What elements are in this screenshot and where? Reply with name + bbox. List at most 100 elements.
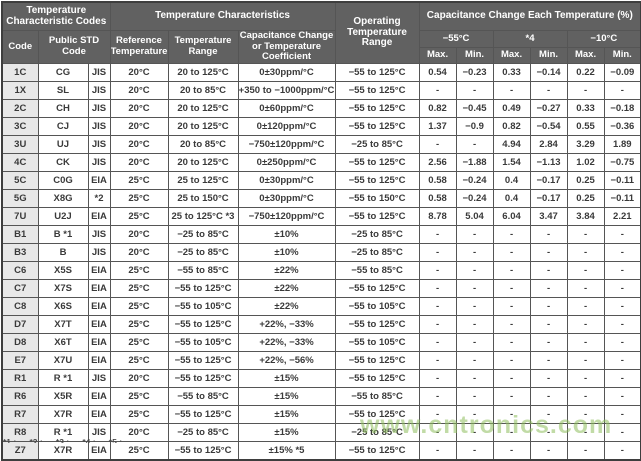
data-cell: - bbox=[455, 368, 494, 388]
data-cell: - bbox=[529, 278, 568, 298]
data-cell: - bbox=[492, 332, 531, 352]
data-cell: JIS bbox=[87, 368, 111, 388]
data-cell: −0.27 bbox=[529, 98, 568, 118]
data-cell: −0.11 bbox=[603, 170, 641, 190]
table-row: B3 B JIS 20°C −25 to 85°C ±10% −25 to 85°C - - - -… bbox=[1, 242, 641, 262]
data-cell: −25 to 85°C bbox=[334, 242, 420, 262]
data-cell: −55 to 125°C bbox=[167, 278, 239, 298]
header-operating-temp-range: Operating Temperature Range bbox=[334, 1, 420, 64]
data-cell: - bbox=[418, 422, 457, 442]
data-cell: 0.82 bbox=[492, 116, 531, 136]
data-cell: 3.29 bbox=[566, 134, 605, 154]
data-cell: B *1 bbox=[37, 224, 89, 244]
data-cell: - bbox=[566, 440, 605, 460]
data-cell: - bbox=[492, 350, 531, 370]
data-cell: X7R bbox=[37, 404, 89, 424]
data-cell: −55 to 125°C bbox=[334, 350, 420, 370]
data-cell: - bbox=[529, 242, 568, 262]
data-cell: −55 to 105°C bbox=[334, 332, 420, 352]
header-temp-star4: *4 bbox=[492, 29, 568, 49]
data-cell: - bbox=[492, 242, 531, 262]
data-cell: - bbox=[455, 404, 494, 424]
data-cell: - bbox=[455, 440, 494, 460]
code-cell: B3 bbox=[1, 242, 39, 262]
table-row: Z7 X7R EIA 25°C −55 to 125°C ±15% *5 −55 to 12… bbox=[1, 440, 641, 460]
data-cell: - bbox=[492, 314, 531, 334]
data-cell: −0.24 bbox=[455, 170, 494, 190]
data-cell: - bbox=[529, 440, 568, 460]
data-cell: −0.45 bbox=[455, 98, 494, 118]
data-cell: EIA bbox=[87, 260, 111, 280]
data-cell: −55 to 125°C bbox=[167, 350, 239, 370]
data-cell: 20°C bbox=[109, 98, 169, 118]
data-cell: 20°C bbox=[109, 62, 169, 82]
data-cell: −55 to 125°C bbox=[334, 98, 420, 118]
data-cell: −0.24 bbox=[455, 188, 494, 208]
data-cell: - bbox=[603, 314, 641, 334]
data-cell: 25 to 125°C bbox=[167, 170, 239, 190]
data-cell: −0.9 bbox=[455, 116, 494, 136]
data-cell: - bbox=[603, 350, 641, 370]
table-row: 5C C0G EIA 25°C 25 to 125°C 0±30ppm/°C −55 to … bbox=[1, 170, 641, 190]
data-cell: JIS bbox=[87, 116, 111, 136]
data-cell: X6T bbox=[37, 332, 89, 352]
table-row: C8 X6S EIA 25°C −55 to 105°C ±22% −55 to 105°C… bbox=[1, 296, 641, 316]
data-cell: - bbox=[492, 260, 531, 280]
data-cell: - bbox=[418, 440, 457, 460]
data-cell: - bbox=[566, 350, 605, 370]
data-cell: - bbox=[603, 368, 641, 388]
data-cell: X5S bbox=[37, 260, 89, 280]
data-cell: - bbox=[455, 422, 494, 442]
header-capacitance-change-coefficient: Capacitance Change or Temperature Coeffi… bbox=[237, 30, 336, 64]
data-cell: 0.25 bbox=[566, 188, 605, 208]
data-cell: −55 to 85°C bbox=[167, 260, 239, 280]
data-cell: 0.82 bbox=[418, 98, 457, 118]
header-temp-minus10: −10°C bbox=[566, 29, 641, 49]
data-cell: - bbox=[492, 422, 531, 442]
data-cell: - bbox=[529, 80, 568, 100]
data-cell: −0.36 bbox=[603, 116, 641, 136]
data-cell: - bbox=[566, 278, 605, 298]
data-cell: JIS bbox=[87, 98, 111, 118]
header-group-capacitance-change: Capacitance Change Each Temperature (%) bbox=[418, 1, 641, 31]
data-cell: 0.55 bbox=[566, 116, 605, 136]
header-temp-minus55: −55°C bbox=[418, 29, 494, 49]
data-cell: - bbox=[566, 224, 605, 244]
header-code: Code bbox=[1, 30, 39, 64]
data-cell: CJ bbox=[37, 116, 89, 136]
code-cell: 3U bbox=[1, 134, 39, 154]
data-cell: +22%, −33% bbox=[237, 332, 336, 352]
data-cell: - bbox=[566, 386, 605, 406]
table-row: 4C CK JIS 20°C 20 to 125°C 0±250ppm/°C −55 to … bbox=[1, 152, 641, 172]
data-cell: - bbox=[418, 332, 457, 352]
data-cell: - bbox=[529, 386, 568, 406]
data-cell: −55 to 125°C bbox=[334, 314, 420, 334]
data-cell: 25°C bbox=[109, 170, 169, 190]
data-cell: C0G bbox=[37, 170, 89, 190]
data-cell: X7U bbox=[37, 350, 89, 370]
data-cell: - bbox=[492, 278, 531, 298]
table-row: D7 X7T EIA 25°C −55 to 125°C +22%, −33% −55 to… bbox=[1, 314, 641, 334]
data-cell: - bbox=[455, 80, 494, 100]
data-cell: 25°C bbox=[109, 278, 169, 298]
data-cell: CG bbox=[37, 62, 89, 82]
data-cell: *2 bbox=[87, 188, 111, 208]
data-cell: −55 to 125°C bbox=[167, 440, 239, 460]
data-cell: - bbox=[492, 80, 531, 100]
data-cell: CH bbox=[37, 98, 89, 118]
data-cell: - bbox=[418, 314, 457, 334]
data-cell: 25°C bbox=[109, 332, 169, 352]
data-cell: 0±60ppm/°C bbox=[237, 98, 336, 118]
data-cell: 20 to 125°C bbox=[167, 62, 239, 82]
data-cell: −55 to 125°C bbox=[334, 116, 420, 136]
data-cell: −55 to 125°C bbox=[334, 278, 420, 298]
table-row: R1 R *1 JIS 20°C −55 to 125°C ±15% −55 to 125°… bbox=[1, 368, 641, 388]
data-cell: X8G bbox=[37, 188, 89, 208]
data-cell: −750±120ppm/°C bbox=[237, 206, 336, 226]
data-cell: - bbox=[492, 296, 531, 316]
data-cell: 1.54 bbox=[492, 152, 531, 172]
data-cell: 0.33 bbox=[566, 98, 605, 118]
data-cell: 20 to 125°C bbox=[167, 116, 239, 136]
data-cell: +22%, −33% bbox=[237, 314, 336, 334]
